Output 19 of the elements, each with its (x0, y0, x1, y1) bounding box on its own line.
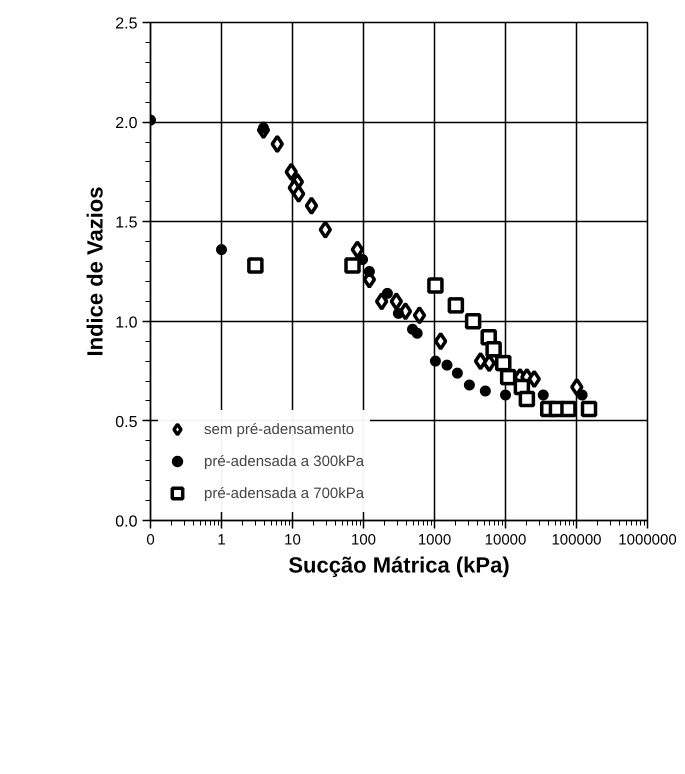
x-tick-label: 100000 (551, 532, 602, 548)
legend-label: pré-adensada a 700kPa (204, 484, 364, 502)
x-tick-label: 10 (284, 532, 301, 548)
x-tick-label: 1000000 (618, 532, 677, 548)
legend-label: pré-adensada a 300kPa (204, 452, 364, 470)
legend-label: sem pré-adensamento (204, 420, 354, 438)
y-axis-title: Indice de Vazios (82, 186, 108, 356)
y-tick-label: 2.5 (115, 16, 138, 32)
y-tick-label: 0.0 (115, 514, 138, 530)
x-axis-title: Sucção Mátrica (kPa) (288, 552, 510, 578)
x-tick-label: 100 (350, 532, 376, 548)
y-tick-label: 1.0 (115, 314, 138, 332)
y-tick-label: 1.5 (115, 214, 138, 232)
x-tick-label: 0 (146, 532, 155, 548)
y-tick-label: 0.5 (115, 414, 138, 431)
x-tick-label: 1000 (418, 532, 452, 548)
y-tick-label: 2.0 (115, 115, 138, 132)
x-tick-label: 1 (217, 532, 226, 548)
x-tick-label: 10000 (484, 532, 526, 548)
